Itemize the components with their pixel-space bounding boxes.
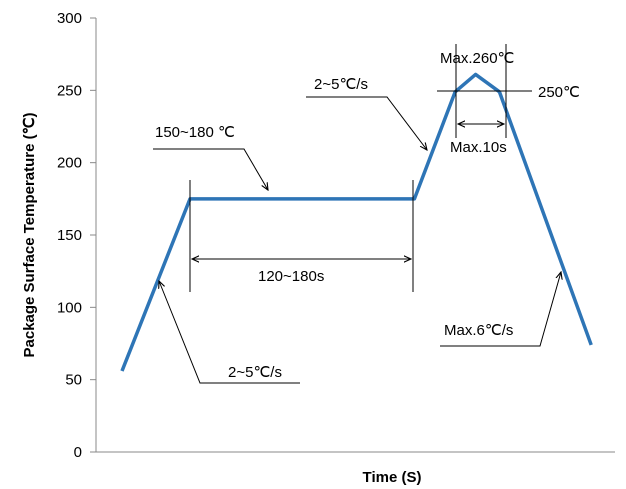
temperature-profile-line [120, 72, 593, 372]
peak-ref-label: 250℃ [538, 84, 580, 101]
preheat-temp-label: 150~180 ℃ [155, 124, 235, 141]
y-tick-label: 50 [65, 372, 82, 389]
ramp-up-2-label: 2~5℃/s [314, 76, 368, 93]
x-axis-title: Time (S) [363, 469, 422, 486]
y-tick-label: 200 [57, 155, 82, 172]
preheat-temp-leader [153, 148, 268, 190]
y-tick-label: 150 [57, 227, 82, 244]
ramp-up-1-leader [159, 281, 300, 384]
y-tick-label: 100 [57, 299, 82, 316]
ramp-up-2-leader [306, 96, 427, 150]
y-tick-label: 300 [57, 10, 82, 27]
peak-max-label: Max.260℃ [440, 50, 514, 67]
preheat-duration-label: 120~180s [258, 268, 324, 285]
cool-down-label: Max.6℃/s [444, 322, 513, 339]
y-tick-label: 250 [57, 82, 82, 99]
cool-down-leader [440, 272, 561, 347]
y-tick-label: 0 [74, 444, 82, 461]
peak-time-label: Max.10s [450, 139, 507, 156]
y-axis-title: Package Surface Temperature (℃) [21, 113, 38, 358]
y-axis-ticks: 0 50 100 150 200 250 300 [57, 10, 96, 461]
ramp-up-1-label: 2~5℃/s [228, 364, 282, 381]
